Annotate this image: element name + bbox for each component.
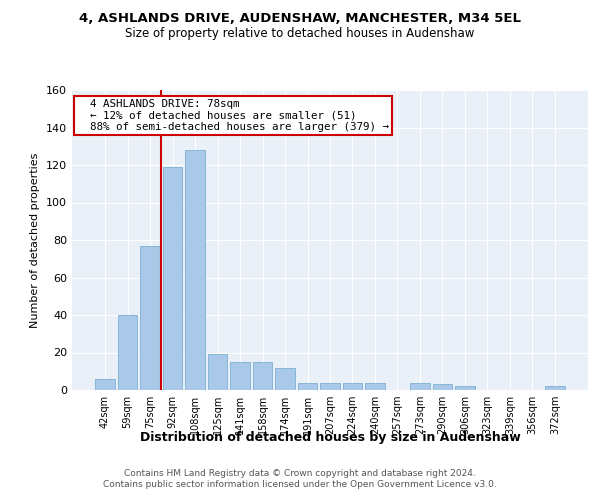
Text: 4 ASHLANDS DRIVE: 78sqm
  ← 12% of detached houses are smaller (51)
  88% of sem: 4 ASHLANDS DRIVE: 78sqm ← 12% of detache… (77, 99, 389, 132)
Bar (298, 382, 317, 390)
Bar (275, 368, 295, 390)
Bar (95, 379, 115, 390)
Text: 4, ASHLANDS DRIVE, AUDENSHAW, MANCHESTER, M34 5EL: 4, ASHLANDS DRIVE, AUDENSHAW, MANCHESTER… (79, 12, 521, 26)
Bar (163, 167, 182, 390)
Bar (140, 246, 160, 390)
Bar (365, 382, 385, 390)
Bar (253, 362, 272, 390)
Bar (343, 382, 362, 390)
Bar (545, 386, 565, 390)
Bar (455, 386, 475, 390)
Text: Size of property relative to detached houses in Audenshaw: Size of property relative to detached ho… (125, 28, 475, 40)
Text: Contains HM Land Registry data © Crown copyright and database right 2024.: Contains HM Land Registry data © Crown c… (124, 468, 476, 477)
Y-axis label: Number of detached properties: Number of detached properties (31, 152, 40, 328)
Bar (230, 362, 250, 390)
Text: Contains public sector information licensed under the Open Government Licence v3: Contains public sector information licen… (103, 480, 497, 489)
Text: Distribution of detached houses by size in Audenshaw: Distribution of detached houses by size … (140, 431, 520, 444)
Bar (118, 315, 137, 390)
Bar (208, 354, 227, 390)
Bar (433, 384, 452, 390)
Bar (410, 382, 430, 390)
Bar (320, 382, 340, 390)
Bar (185, 150, 205, 390)
